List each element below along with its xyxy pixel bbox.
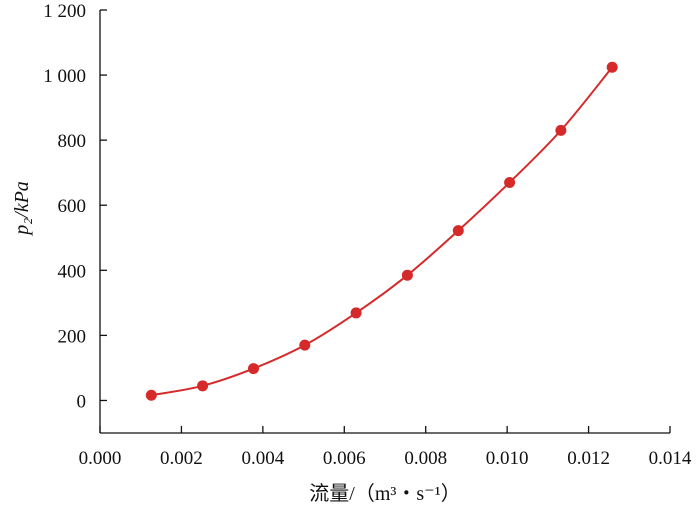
data-point [555, 124, 567, 136]
data-point [247, 363, 259, 375]
fit-curve-group [151, 66, 613, 397]
x-axis-title: 流量/（m³・s⁻¹） [309, 482, 460, 505]
y-tick-label: 1 000 [43, 66, 86, 87]
x-tick-label: 0.014 [649, 448, 692, 469]
data-points [145, 61, 618, 401]
y-tick-label: 1 200 [43, 1, 86, 22]
x-tick-label: 0.000 [79, 448, 122, 469]
y-tick-label: 200 [58, 326, 87, 347]
data-point [197, 380, 209, 392]
data-point [504, 176, 516, 188]
x-tick-label: 0.002 [160, 448, 203, 469]
y-tick-label: 600 [58, 196, 87, 217]
data-point [145, 389, 157, 401]
x-tick-label: 0.010 [486, 448, 529, 469]
y-tick-label: 800 [58, 131, 87, 152]
x-tick-label: 0.006 [323, 448, 366, 469]
data-point [606, 61, 618, 73]
y-axis-ticks: 0 200 400 600 800 1 000 1 200 [43, 1, 107, 412]
data-point [299, 339, 311, 351]
y-axis-title: p₂/kPa [11, 181, 33, 237]
x-tick-label: 0.004 [241, 448, 284, 469]
y-tick-label: 0 [77, 391, 87, 412]
data-point [401, 269, 413, 281]
fit-curve [151, 66, 613, 397]
y-tick-label: 400 [58, 261, 87, 282]
x-tick-label: 0.008 [404, 448, 447, 469]
axes [99, 10, 670, 434]
x-axis-ticks: 0.000 0.002 0.004 0.006 0.008 0.010 0.012 0.014 [79, 426, 692, 469]
x-tick-label: 0.012 [567, 448, 610, 469]
data-point [350, 307, 362, 319]
data-point [452, 225, 464, 237]
